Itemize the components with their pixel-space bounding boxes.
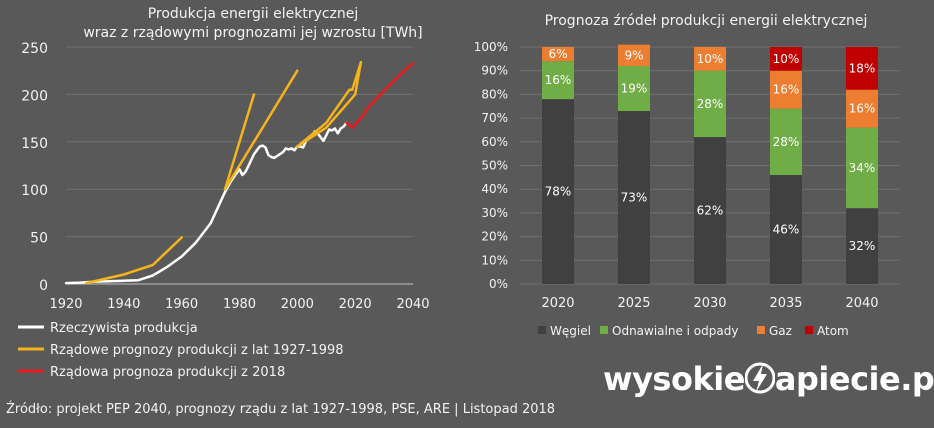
line-chart-x-tick: 2020 [339,297,372,312]
bar-segment [770,108,802,175]
bar-data-label: 28% [697,97,724,111]
bar-chart-title: Prognoza źródeł produkcji energii elektr… [545,13,868,29]
bar-chart-y-tick: 100% [474,40,508,54]
bar-chart-y-tick: 0% [489,277,508,291]
bar-segment [846,208,878,284]
bar-chart-y-tick: 70% [481,111,508,125]
bar-legend-swatch [757,326,765,334]
line-series-2 [223,69,299,191]
line-chart-y-tick: 200 [21,88,48,104]
bar-segment [846,89,878,128]
brand-logo[interactable]: wysokie apiecie.pl [603,360,934,398]
line-chart-subtitle: wraz z rządowymi prognozami jej wzrostu … [83,25,422,41]
line-chart-y-tick: 0 [39,278,48,294]
line-series-2 [84,236,183,285]
bar-chart-y-tick: 10% [481,253,508,267]
line-chart-y-tick: 250 [21,41,48,57]
line-series-2 [296,60,363,148]
bar-chart-y-tick: 40% [481,182,508,196]
lightning-bolt-icon [744,362,776,394]
bar-data-label: 46% [773,222,800,236]
bar-chart-y-tick: 20% [481,230,508,244]
bar-segment [770,174,802,284]
line-chart-x-tick: 1980 [223,297,256,312]
line-legend-label: Rządowe prognozy produkcji z lat 1927-19… [50,343,344,358]
line-chart-y-tick: 150 [21,136,48,152]
bar-chart-y-tick: 60% [481,135,508,149]
bar-data-label: 28% [773,135,800,149]
bar-data-label: 73% [621,190,648,204]
line-chart-y-tick: 50 [30,231,48,247]
line-chart-y-tick: 100 [21,183,48,199]
bar-legend-label: Atom [817,324,849,338]
line-chart-x-tick: 2000 [281,297,314,312]
bar-data-label: 10% [773,52,800,66]
bar-chart-x-tick: 2040 [845,296,878,311]
bar-chart-x-tick: 2030 [693,296,726,311]
bar-chart-y-tick: 30% [481,206,508,220]
line-series-2 [223,93,256,191]
line-chart-x-tick: 2040 [396,297,429,312]
line-series-1 [64,121,348,285]
line-legend-label: Rzeczywista produkcja [50,321,198,336]
bar-data-label: 62% [697,204,724,218]
bar-data-label: 78% [545,185,572,199]
bar-chart-x-tick: 2035 [769,296,802,311]
bar-legend-label: Odnawialne i odpady [612,324,738,338]
bar-segment [618,65,650,111]
bar-segment [694,70,726,138]
line-series-2 [296,60,363,148]
bar-legend-swatch [805,326,813,334]
bar-legend-label: Węgiel [550,324,591,338]
bar-segment [618,44,650,66]
bar-segment [846,47,878,90]
bar-segment [618,110,650,285]
bar-legend-swatch [600,326,608,334]
line-chart-x-tick: 1920 [49,297,82,312]
bar-segment [770,70,802,109]
bar-legend-swatch [538,326,546,334]
bar-chart-x-tick: 2020 [541,296,574,311]
stacked-bar-chart: Prognoza źródeł produkcji energii elektr… [474,13,900,338]
bar-data-label: 16% [773,83,800,97]
bar-legend-label: Gaz [769,324,792,338]
bar-segment [542,47,574,62]
bar-segment [542,99,574,284]
bar-segment [846,127,878,209]
bar-chart-y-tick: 50% [481,159,508,173]
bar-data-label: 10% [697,52,724,66]
bar-chart-y-tick: 90% [481,64,508,78]
brand-logo-right: apiecie.pl [774,360,934,398]
line-series-3 [345,61,415,129]
bar-chart-y-tick: 80% [481,87,508,101]
line-chart-x-tick: 1940 [107,297,140,312]
bar-segment [694,137,726,284]
bar-data-label: 32% [849,239,876,253]
bar-data-label: 9% [624,48,643,62]
bar-segment [694,47,726,71]
bar-segment [770,47,802,71]
bar-chart-x-tick: 2025 [617,296,650,311]
source-note: Źródło: projekt PEP 2040, prognozy rządu… [6,402,556,417]
brand-logo-left: wysokie [603,360,745,398]
bar-data-label: 16% [545,73,572,87]
bar-data-label: 6% [548,47,567,61]
line-legend-label: Rządowa prognoza produkcji z 2018 [50,365,285,380]
bar-data-label: 19% [621,81,648,95]
bar-data-label: 34% [849,161,876,175]
line-chart: Produkcja energii elektrycznej wraz z rz… [18,6,430,380]
bar-segment [542,61,574,100]
bar-data-label: 16% [849,102,876,116]
line-chart-title: Produkcja energii elektrycznej [148,6,359,22]
line-chart-x-tick: 1960 [165,297,198,312]
bar-data-label: 18% [849,61,876,75]
